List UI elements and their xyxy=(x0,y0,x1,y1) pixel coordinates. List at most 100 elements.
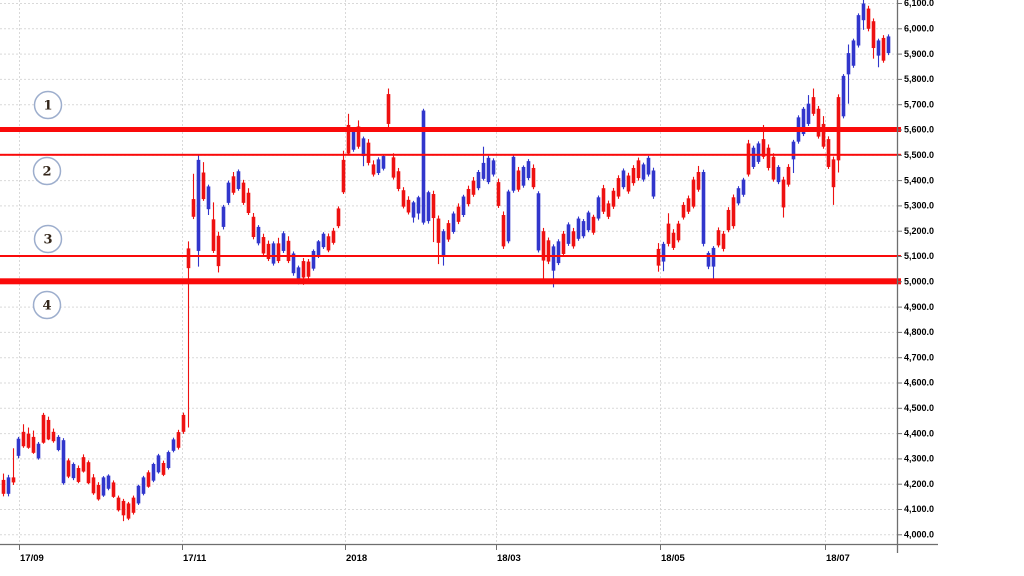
candle-body xyxy=(146,472,151,487)
candle-body xyxy=(361,138,366,157)
candle-body xyxy=(381,156,386,169)
candle-body xyxy=(81,457,86,472)
candle-body xyxy=(396,171,401,189)
y-axis-label: 4,700.0 xyxy=(904,352,934,362)
candle-body xyxy=(681,204,686,218)
marker-circle-1[interactable] xyxy=(33,90,63,120)
candle-body xyxy=(571,231,576,247)
candle-body xyxy=(641,164,646,180)
candle-body xyxy=(621,170,626,188)
candle-body xyxy=(776,166,781,183)
candle-body xyxy=(216,235,221,267)
candle-body xyxy=(351,129,356,150)
candle-body xyxy=(536,193,541,251)
candle-body xyxy=(866,8,871,29)
candle-body xyxy=(296,267,301,282)
level-line-1[interactable] xyxy=(0,127,901,132)
candle-body xyxy=(336,208,341,227)
candle-body xyxy=(366,142,371,163)
candle-body xyxy=(541,231,546,261)
candle-body xyxy=(436,218,441,243)
candle-body xyxy=(116,497,121,511)
y-axis-label: 5,900.0 xyxy=(904,49,934,59)
marker-label-1: 1 xyxy=(43,99,52,114)
candle-body xyxy=(6,477,11,494)
candle-body xyxy=(306,261,311,277)
y-axis-label: 5,500.0 xyxy=(904,150,934,160)
candle-body xyxy=(256,226,261,244)
candle-body xyxy=(841,75,846,117)
candle-body xyxy=(881,37,886,61)
candle-body xyxy=(241,182,246,203)
candle-body xyxy=(166,452,171,469)
candle-body xyxy=(76,468,81,482)
candle-body xyxy=(821,123,826,147)
candle-body xyxy=(566,224,571,244)
candle-body xyxy=(531,167,536,188)
candle-body xyxy=(201,172,206,200)
candle-body xyxy=(426,192,431,222)
candle-body xyxy=(886,36,891,54)
candle-body xyxy=(431,194,436,219)
candle-body xyxy=(41,414,46,443)
candle-body xyxy=(861,3,866,21)
candle-body xyxy=(616,178,621,197)
y-axis-label: 5,200.0 xyxy=(904,226,934,236)
marker-circle-3[interactable] xyxy=(33,224,63,254)
candle-body xyxy=(61,440,66,484)
candle-body xyxy=(801,108,806,135)
candle-body xyxy=(546,240,551,262)
candle-body xyxy=(596,197,601,219)
candle-body xyxy=(31,436,36,453)
candle-body xyxy=(551,246,556,271)
candle-body xyxy=(676,223,681,241)
candle-body xyxy=(661,243,666,262)
candle-body xyxy=(91,477,96,494)
candle-body xyxy=(741,179,746,195)
marker-circle-2[interactable] xyxy=(32,156,62,186)
candle-body xyxy=(451,213,456,232)
y-axis-label: 5,000.0 xyxy=(904,277,934,287)
candle-body xyxy=(831,159,836,188)
candle-body xyxy=(506,191,511,242)
marker-circle-4[interactable] xyxy=(32,290,62,320)
candle-body xyxy=(486,157,491,183)
candle-body xyxy=(36,443,41,459)
candle-body xyxy=(791,141,796,160)
candle-body xyxy=(161,462,166,475)
y-axis-label: 4,400.0 xyxy=(904,428,934,438)
candle-body xyxy=(696,172,701,190)
candle-body xyxy=(816,108,821,137)
level-line-4[interactable] xyxy=(0,278,901,285)
candle-body xyxy=(576,218,581,239)
candle-body xyxy=(176,432,181,448)
candle-body xyxy=(401,190,406,207)
y-axis-label: 4,500.0 xyxy=(904,403,934,413)
candle-body xyxy=(181,414,186,432)
y-axis-label: 5,300.0 xyxy=(904,201,934,211)
candle-body xyxy=(761,139,766,157)
y-axis-label: 4,100.0 xyxy=(904,504,934,514)
candle-body xyxy=(476,172,481,189)
candle-body xyxy=(386,94,391,124)
candle-body xyxy=(631,167,636,184)
y-axis-label: 6,100.0 xyxy=(904,0,934,8)
candle-body xyxy=(1,479,6,494)
candle-body xyxy=(871,21,876,49)
level-line-3[interactable] xyxy=(0,255,901,257)
candle-body xyxy=(656,248,661,266)
candle-body xyxy=(581,221,586,237)
candle-body xyxy=(771,156,776,180)
candle-body xyxy=(341,159,346,193)
candle-body xyxy=(141,477,146,494)
level-line-2[interactable] xyxy=(0,153,901,156)
candle-body xyxy=(331,230,336,243)
candle-body xyxy=(46,419,51,440)
candle-body xyxy=(556,241,561,264)
candle-body xyxy=(526,161,531,179)
y-axis-label: 4,600.0 xyxy=(904,378,934,388)
candle-body xyxy=(286,240,291,262)
candle-body xyxy=(151,463,156,481)
candle-body xyxy=(346,124,351,154)
